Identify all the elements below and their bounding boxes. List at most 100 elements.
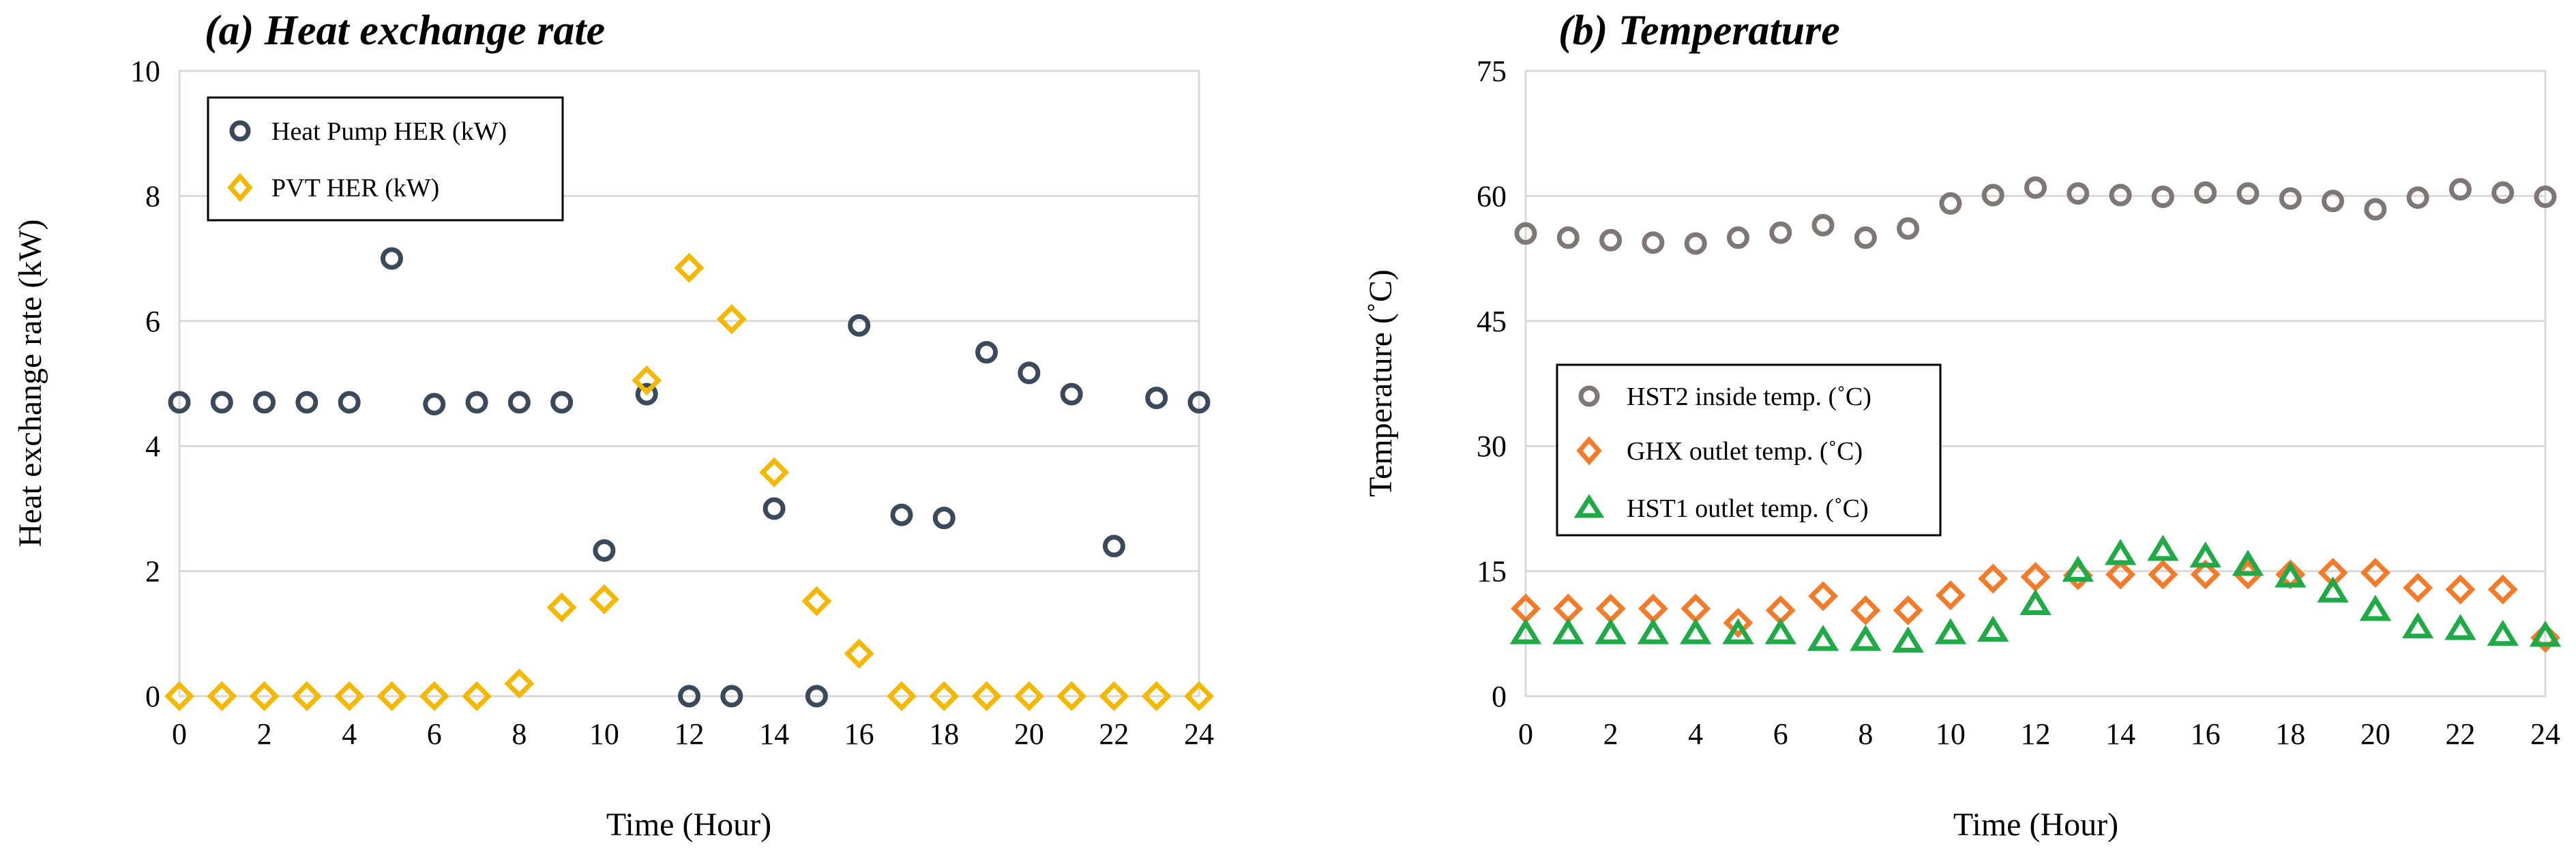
x-axis-label: Time (Hour)	[606, 807, 771, 843]
series	[1514, 176, 2557, 255]
data-point	[1764, 618, 1796, 644]
data-point	[844, 638, 874, 669]
data-point	[2406, 186, 2429, 209]
data-point	[1726, 226, 1749, 250]
data-point	[1556, 226, 1580, 250]
data-point	[2322, 190, 2345, 213]
x-tick-label: 24	[2530, 717, 2560, 751]
data-point	[1892, 626, 1924, 653]
data-point	[2232, 550, 2264, 576]
x-axis-label: Time (Hour)	[1953, 807, 2118, 843]
legend-entry: PVT HER (kW)	[271, 174, 439, 203]
data-point	[720, 685, 743, 708]
data-point	[1939, 192, 1962, 215]
data-point	[593, 539, 616, 562]
data-point	[2189, 541, 2221, 568]
data-point	[678, 685, 700, 708]
x-tick-label: 12	[675, 717, 705, 751]
data-point	[801, 586, 832, 616]
data-point	[2147, 535, 2179, 561]
data-point	[1934, 618, 1967, 644]
legend-box	[1556, 363, 1942, 537]
data-point	[1854, 226, 1877, 250]
series	[1509, 535, 2562, 653]
legend-triangle-marker	[1573, 494, 1605, 518]
data-point	[975, 341, 998, 364]
data-point	[1679, 618, 1712, 644]
x-tick-label: 10	[589, 717, 619, 751]
data-point	[1184, 681, 1214, 711]
data-point	[2104, 539, 2137, 565]
data-point	[1850, 625, 1882, 651]
data-point	[589, 584, 619, 614]
series	[168, 247, 1211, 708]
data-point	[1642, 231, 1665, 254]
data-point	[2491, 181, 2515, 205]
legend-circle-marker	[1578, 385, 1600, 407]
data-point	[164, 681, 194, 711]
data-point	[2151, 185, 2174, 209]
x-axis-ticks: 0 2 4 6 8 10 12 14 16 18 20 22 24	[1518, 717, 2560, 751]
data-point	[674, 252, 705, 283]
data-point	[929, 681, 960, 711]
data-point	[2359, 595, 2392, 621]
x-tick-label: 0	[1518, 717, 1533, 751]
data-point	[380, 247, 403, 270]
x-tick-label: 0	[172, 717, 187, 751]
y-axis-label: Temperature (˚C)	[1363, 269, 1399, 497]
plot-area-frame	[1524, 70, 2547, 698]
data-point	[423, 393, 446, 416]
y-tick-label: 60	[1477, 179, 1507, 213]
legend-circle-marker	[229, 120, 251, 142]
data-point	[890, 503, 913, 526]
data-point	[1978, 563, 2009, 594]
y-axis-label: Heat exchange rate (kW)	[12, 219, 48, 547]
legend-box	[207, 96, 564, 222]
y-tick-label: 75	[1477, 55, 1507, 88]
data-point	[1769, 221, 1792, 244]
data-point	[2105, 559, 2136, 590]
data-point	[1723, 608, 1753, 638]
y-tick-label: 30	[1477, 430, 1507, 463]
data-point	[2487, 620, 2519, 646]
legend-entry: HST1 outlet temp. (˚C)	[1627, 494, 1869, 523]
y-tick-label: 0	[145, 680, 160, 713]
data-point	[207, 681, 237, 711]
plot-area-frame	[178, 70, 1200, 698]
y-tick-label: 15	[1477, 555, 1507, 588]
data-point	[2236, 182, 2260, 205]
data-point	[1018, 361, 1041, 385]
data-point	[1141, 681, 1172, 711]
y-tick-label: 2	[145, 555, 160, 588]
data-point	[1145, 387, 1168, 410]
data-point	[2403, 573, 2433, 603]
x-tick-label: 6	[427, 717, 442, 751]
data-point	[1013, 681, 1044, 711]
data-point	[2190, 559, 2221, 590]
data-point	[1893, 595, 1923, 626]
data-point	[1811, 213, 1835, 237]
data-point	[2275, 561, 2307, 588]
legend: HST2 inside temp. (˚C) GHX outlet temp. …	[1556, 363, 1942, 537]
y-tick-label: 0	[1492, 680, 1507, 713]
data-point	[2534, 185, 2557, 209]
x-tick-label: 2	[1603, 717, 1618, 751]
data-point	[1935, 580, 1966, 611]
data-point	[1981, 183, 2004, 207]
legend-diamond-marker	[227, 173, 253, 203]
data-point	[1056, 681, 1087, 711]
y-axis-ticks: 0 15 30 45 60 75	[1477, 55, 1507, 713]
data-point	[546, 592, 577, 623]
data-point	[2529, 620, 2562, 647]
data-point	[632, 365, 662, 395]
data-marks	[1509, 176, 2562, 653]
data-point	[1099, 681, 1129, 711]
data-point	[2019, 588, 2052, 616]
data-point	[2317, 576, 2349, 603]
x-tick-label: 18	[2275, 717, 2305, 751]
data-point	[465, 391, 488, 414]
data-point	[1187, 391, 1211, 414]
x-tick-label: 22	[2445, 717, 2475, 751]
